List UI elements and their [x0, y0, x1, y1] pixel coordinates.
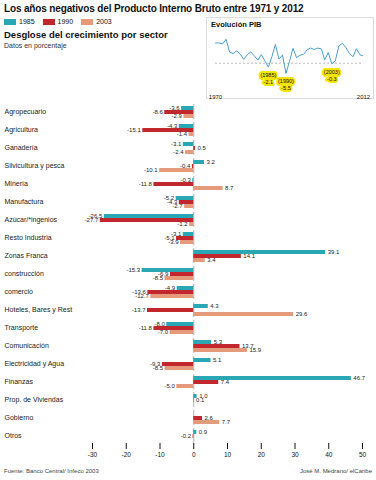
- svg-text:1.0: 1.0: [199, 393, 208, 400]
- svg-text:13.7: 13.7: [242, 343, 254, 350]
- svg-text:15.9: 15.9: [249, 347, 261, 353]
- svg-text:-27.7: -27.7: [85, 217, 99, 223]
- svg-text:20: 20: [258, 451, 266, 458]
- svg-text:-8.0: -8.0: [154, 321, 165, 327]
- svg-text:-0.3: -0.3: [180, 177, 191, 183]
- svg-text:-0.3: -0.3: [327, 76, 336, 82]
- svg-text:-8.6: -8.6: [152, 109, 163, 115]
- html-text:1990: 1990: [57, 18, 74, 25]
- svg-text:-3.6: -3.6: [169, 105, 180, 111]
- svg-text:30: 30: [291, 451, 299, 458]
- svg-text:-5.0: -5.0: [165, 383, 176, 389]
- svg-text:(1985): (1985): [260, 72, 276, 78]
- svg-text:(2003): (2003): [324, 69, 340, 75]
- svg-text:7.4: 7.4: [221, 379, 230, 385]
- svg-text:2012: 2012: [357, 94, 371, 100]
- svg-text:7.7: 7.7: [222, 419, 231, 425]
- svg-text:construcción: construcción: [5, 270, 44, 277]
- svg-text:-2.1: -2.1: [264, 79, 273, 85]
- svg-text:-30: -30: [88, 451, 98, 458]
- svg-text:50: 50: [359, 451, 367, 458]
- svg-text:-10: -10: [155, 451, 165, 458]
- svg-text:-8.5: -8.5: [153, 365, 164, 371]
- html-text:Datos en porcentaje: Datos en porcentaje: [4, 42, 67, 49]
- svg-text:0: 0: [192, 451, 196, 458]
- html-text:José M. Medrano/ elCaribe: José M. Medrano/ elCaribe: [300, 468, 372, 474]
- svg-text:-2.7: -2.7: [172, 203, 183, 209]
- html-text:2003: 2003: [96, 18, 112, 25]
- svg-text:-4.9: -4.9: [165, 285, 176, 291]
- svg-text:-2.9: -2.9: [172, 113, 183, 119]
- svg-text:Finanzas: Finanzas: [5, 378, 34, 385]
- svg-text:Minería: Minería: [5, 180, 28, 187]
- svg-text:-11.8: -11.8: [139, 325, 153, 331]
- svg-text:-9.3: -9.3: [150, 361, 161, 368]
- svg-text:Agricultura: Agricultura: [5, 126, 39, 134]
- svg-text:4.3: 4.3: [210, 303, 219, 309]
- svg-text:-20: -20: [122, 451, 132, 458]
- html-text:Evolución PIB: Evolución PIB: [211, 20, 262, 29]
- svg-text:(1990): (1990): [278, 78, 294, 84]
- svg-text:-13.6: -13.6: [132, 289, 146, 296]
- svg-text:Zonas Franca: Zonas Franca: [5, 252, 48, 259]
- svg-text:10: 10: [224, 451, 232, 458]
- svg-text:2.6: 2.6: [205, 415, 214, 421]
- svg-text:39.1: 39.1: [328, 249, 340, 255]
- svg-text:Transporte: Transporte: [5, 324, 39, 332]
- html-text:Desglose del crecimiento por s: Desglose del crecimiento por sector: [4, 29, 168, 40]
- svg-text:Gobierno: Gobierno: [5, 414, 34, 421]
- svg-text:-12.7: -12.7: [135, 293, 149, 299]
- svg-text:-26.5: -26.5: [88, 213, 103, 220]
- svg-text:-11.8: -11.8: [139, 181, 153, 187]
- svg-text:-8.5: -8.5: [153, 275, 164, 281]
- svg-text:Otros: Otros: [5, 432, 23, 439]
- svg-text:-3.1: -3.1: [170, 231, 182, 238]
- svg-text:1970: 1970: [209, 94, 223, 100]
- html-text:Fuente: Banco Central/ Infeco: Fuente: Banco Central/ Infeco 2003: [4, 468, 99, 474]
- svg-text:46.7: 46.7: [353, 375, 365, 381]
- svg-text:Azúcar/*ingenios: Azúcar/*ingenios: [5, 216, 58, 224]
- svg-text:Prop. de Viviendas: Prop. de Viviendas: [5, 396, 64, 404]
- svg-text:Silvicultura y pesca: Silvicultura y pesca: [5, 162, 65, 170]
- svg-text:29.6: 29.6: [296, 311, 308, 317]
- svg-text:-3.1: -3.1: [171, 141, 182, 147]
- svg-text:40: 40: [325, 451, 333, 458]
- svg-text:-5.5: -5.5: [281, 85, 290, 91]
- svg-text:Agropecuario: Agropecuario: [5, 108, 47, 116]
- svg-text:5.1: 5.1: [213, 357, 222, 363]
- svg-text:-5.1: -5.1: [164, 235, 175, 242]
- svg-text:-3.9: -3.9: [168, 239, 179, 245]
- svg-text:-15.1: -15.1: [127, 127, 141, 133]
- svg-text:Comunicación: Comunicación: [5, 342, 49, 349]
- svg-text:-13.7: -13.7: [132, 307, 146, 313]
- svg-text:-10.1: -10.1: [144, 167, 158, 173]
- svg-text:3.2: 3.2: [207, 159, 216, 165]
- svg-text:3.4: 3.4: [207, 257, 216, 263]
- svg-text:Manufactura: Manufactura: [5, 198, 44, 205]
- html-text:1985: 1985: [19, 18, 35, 25]
- svg-text:-6.9: -6.9: [158, 271, 169, 278]
- svg-text:-1.4: -1.4: [177, 131, 188, 137]
- svg-text:-15.3: -15.3: [126, 267, 140, 273]
- svg-text:-7.0: -7.0: [158, 329, 169, 335]
- svg-text:0.5: 0.5: [197, 145, 206, 151]
- html-text:Los años negativos del Product: Los años negativos del Producto Interno …: [4, 3, 304, 14]
- svg-text:-0.4: -0.4: [180, 163, 191, 169]
- svg-text:-5.2: -5.2: [163, 195, 175, 202]
- svg-text:14.1: 14.1: [243, 253, 255, 259]
- svg-text:comercio: comercio: [5, 288, 34, 295]
- svg-text:0.1: 0.1: [196, 397, 205, 403]
- svg-text:Electricidad y Agua: Electricidad y Agua: [5, 360, 65, 368]
- svg-text:-2.4: -2.4: [173, 149, 184, 155]
- svg-text:-1.2: -1.2: [177, 221, 188, 227]
- svg-text:-4.3: -4.3: [167, 123, 178, 129]
- svg-text:Ganadería: Ganadería: [5, 144, 38, 151]
- svg-text:5.3: 5.3: [214, 339, 223, 345]
- svg-text:-4.3: -4.3: [166, 199, 178, 206]
- svg-text:-0.2: -0.2: [181, 433, 192, 439]
- svg-text:8.7: 8.7: [225, 185, 234, 191]
- svg-text:Hoteles, Bares y Rest: Hoteles, Bares y Rest: [5, 306, 73, 314]
- svg-text:0.9: 0.9: [199, 429, 208, 435]
- svg-text:Resto Industria: Resto Industria: [5, 234, 52, 241]
